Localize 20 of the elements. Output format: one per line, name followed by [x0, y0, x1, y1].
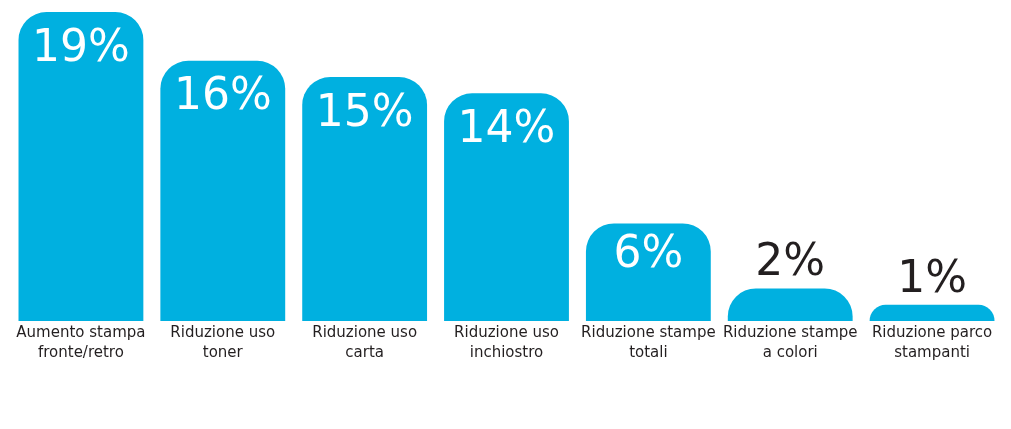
- bar: [160, 60, 286, 321]
- data-label: 1%: [897, 250, 967, 302]
- data-label: 2%: [755, 234, 826, 286]
- data-label: 14%: [457, 100, 556, 152]
- data-label: 16%: [173, 68, 272, 120]
- bar: [18, 12, 144, 321]
- data-label: 6%: [613, 226, 684, 278]
- x-tick-label: Riduzione uso toner: [170, 323, 276, 361]
- x-tick-label: Aumento stampa fronte/retro: [16, 323, 146, 361]
- bar: [302, 77, 428, 321]
- bar: [444, 93, 569, 321]
- x-tick-label: Riduzione parco stampanti: [871, 323, 993, 361]
- data-label: 15%: [315, 84, 414, 136]
- x-tick-label: Riduzione stampe a colori: [722, 323, 858, 361]
- x-tick-label: Riduzione uso inchiostro: [454, 323, 559, 361]
- x-tick-label: Riduzione uso carta: [312, 323, 418, 361]
- bar: [585, 223, 711, 321]
- bar: [869, 304, 995, 321]
- data-label: 19%: [32, 19, 130, 71]
- x-tick-label: Riduzione stampe totali: [581, 323, 716, 361]
